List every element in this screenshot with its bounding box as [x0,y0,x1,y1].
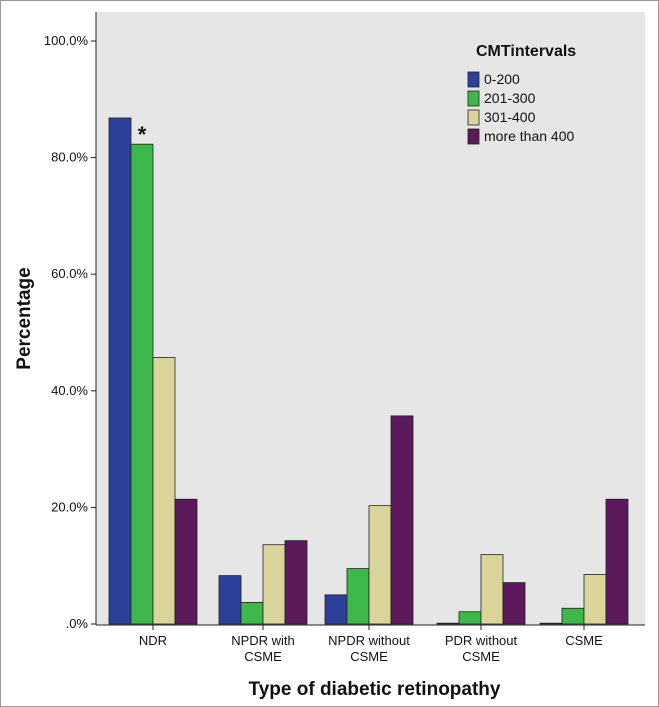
bar [605,498,629,625]
y-tick-label: 60.0% [51,266,88,281]
x-tick-label: PDR without CSME [445,633,518,664]
legend-label: 301-400 [484,109,536,125]
bar [262,544,286,625]
bar [174,498,198,625]
x-tick-label: NDR [139,633,167,648]
y-tick-label: 80.0% [51,150,88,165]
x-tick-label: CSME [565,633,603,648]
bar [436,622,460,625]
bar [539,622,563,625]
legend: CMTintervals 0-200 201-300 301-400 more than… [467,43,576,145]
bar [130,143,154,625]
x-tick-label: NPDR with CSME [231,633,295,664]
y-tick-label: 100.0% [44,33,89,48]
bar [561,607,585,625]
bar [390,415,414,625]
legend-label: more than 400 [484,128,574,144]
y-tick-label: .0% [66,616,89,631]
bar [368,505,392,625]
bar [284,540,308,625]
x-tick-label: NPDR without CSME [328,633,410,664]
significance-annotation: * [138,122,147,147]
bar [458,611,482,625]
legend-swatch [467,109,480,126]
x-axis-title: Type of diabetic retinopathy [249,679,501,700]
bar [324,594,348,625]
bar [346,568,370,625]
legend-swatch [467,71,480,88]
legend-title: CMTintervals [476,43,576,60]
bars-group: * [108,117,629,625]
bar [240,602,264,625]
legend-swatch [467,128,480,145]
legend-label: 0-200 [484,71,520,87]
bar [218,575,242,625]
bar [108,117,132,625]
axes-group: .0% 20.0% 40.0% 60.0% 80.0% 100.0% NDR NPDR wit… [44,12,645,664]
y-tick-label: 40.0% [51,383,88,398]
y-tick-label: 20.0% [51,499,88,514]
bar [502,582,526,625]
bar [583,574,607,625]
legend-label: 201-300 [484,90,536,106]
legend-swatch [467,90,480,107]
y-axis-title: Percentage [14,267,35,369]
bar [152,357,176,625]
bar [480,554,504,625]
